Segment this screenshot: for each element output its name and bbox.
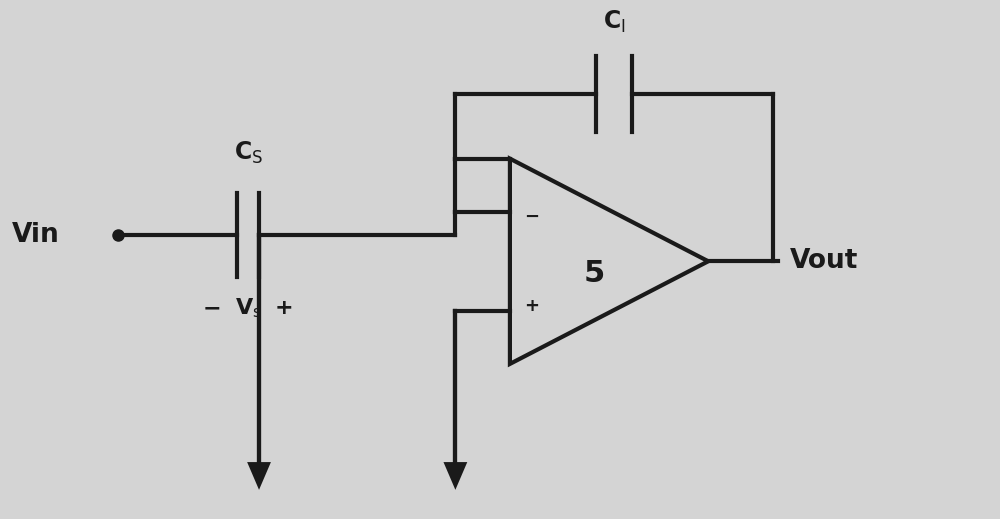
Text: +: + [524, 297, 539, 315]
Text: −: − [524, 208, 539, 226]
Polygon shape [247, 462, 271, 490]
Polygon shape [443, 462, 467, 490]
Text: −: − [203, 298, 222, 318]
Text: Vout: Vout [790, 248, 858, 274]
Text: Vin: Vin [12, 222, 60, 248]
Text: V$_\mathsf{s}$: V$_\mathsf{s}$ [235, 296, 262, 320]
Text: 5: 5 [584, 258, 605, 288]
Text: C$_\mathsf{I}$: C$_\mathsf{I}$ [603, 8, 625, 35]
Text: +: + [275, 298, 293, 318]
Text: C$_\mathsf{S}$: C$_\mathsf{S}$ [234, 140, 263, 166]
